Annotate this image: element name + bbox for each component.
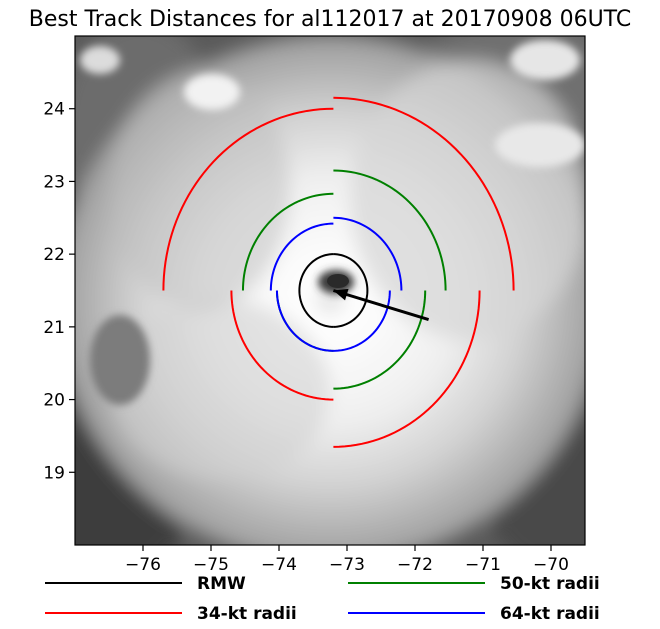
- radius-arc-nw: [162, 107, 334, 291]
- legend-label: 64-kt radii: [500, 604, 600, 624]
- x-tick-label: −72: [397, 555, 433, 575]
- x-tick-label: −76: [125, 555, 161, 575]
- radius-arc-se: [333, 290, 427, 390]
- radius-arc-nw: [241, 192, 334, 291]
- radius-arc-se: [333, 290, 481, 448]
- x-tick-label: −70: [533, 555, 569, 575]
- x-tick-label: −75: [193, 555, 229, 575]
- y-axis: 19 20 21 22 23 24: [43, 100, 75, 483]
- x-axis: −76 −75 −74 −73 −72 −71 −70: [125, 545, 569, 575]
- legend-label: 50-kt radii: [500, 574, 600, 594]
- radius-arc-nw: [269, 222, 334, 291]
- legend-label: 34-kt radii: [197, 604, 297, 624]
- radii-overlay: [162, 96, 515, 448]
- y-tick-label: 24: [43, 100, 65, 120]
- x-tick-label: −71: [465, 555, 501, 575]
- motion-arrow-shaft: [332, 289, 430, 322]
- radius-arc-sw: [298, 290, 334, 328]
- y-tick-label: 20: [43, 391, 65, 411]
- legend: RMW 50-kt radii 34-kt radii 64-kt radii: [45, 574, 600, 624]
- y-tick-label: 22: [43, 245, 65, 265]
- radius-arc-sw: [275, 290, 334, 352]
- radius-arc-ne: [333, 169, 447, 291]
- radius-arc-ne: [333, 253, 369, 291]
- y-tick-label: 21: [43, 318, 65, 338]
- radius-arc-nw: [298, 253, 334, 291]
- radius-arc-sw: [230, 290, 334, 401]
- satellite-image: [75, 36, 585, 545]
- plot-frame: [74, 35, 586, 546]
- x-tick-label: −74: [261, 555, 297, 575]
- radius-arc-ne: [333, 216, 403, 291]
- x-tick-label: −73: [329, 555, 365, 575]
- legend-label: RMW: [197, 574, 246, 594]
- y-tick-label: 19: [43, 463, 65, 483]
- chart-title: Best Track Distances for al112017 at 201…: [29, 7, 631, 32]
- radius-arc-ne: [333, 96, 515, 291]
- motion-arrow-head: [333, 288, 349, 301]
- y-tick-label: 23: [43, 172, 65, 192]
